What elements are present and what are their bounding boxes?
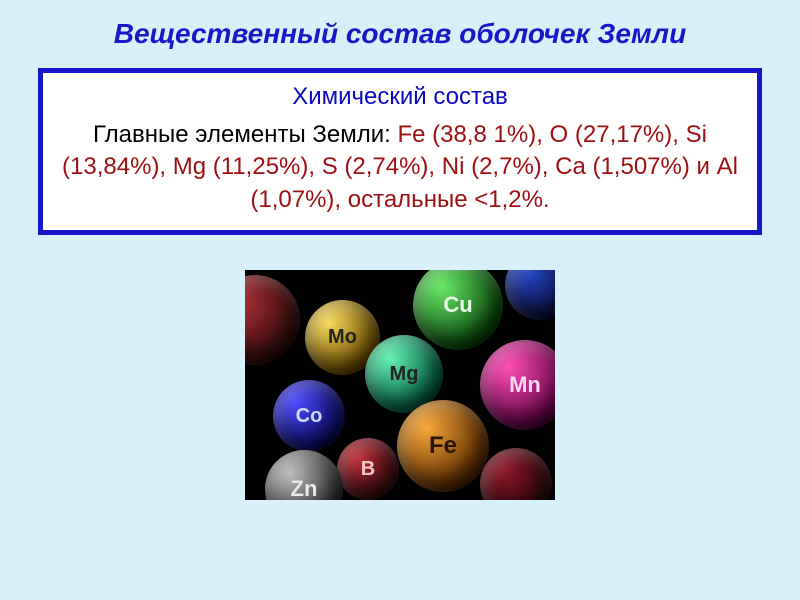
slide: Вещественный состав оболочек Земли Химич…: [0, 0, 800, 600]
sphere-fe: Fe: [397, 400, 489, 492]
sphere-decor: [505, 270, 555, 320]
composition-lead: Главные элементы Земли:: [93, 121, 397, 148]
box-subtitle: Химический состав: [57, 83, 743, 111]
sphere-decor: [245, 275, 300, 365]
sphere-decor: [480, 448, 552, 500]
composition-box: Химический состав Главные элементы Земли…: [38, 68, 762, 235]
composition-text: Главные элементы Земли: Fe (38,8 1%), O …: [57, 119, 743, 216]
illustration-area: CuMoMnMgCoFeBZn: [30, 270, 770, 500]
sphere-b: B: [337, 438, 399, 500]
sphere-co: Co: [273, 380, 345, 452]
sphere-mn: Mn: [480, 340, 555, 430]
page-title: Вещественный состав оболочек Земли: [30, 18, 770, 50]
sphere-zn: Zn: [265, 450, 343, 500]
element-spheres: CuMoMnMgCoFeBZn: [245, 270, 555, 500]
sphere-cu: Cu: [413, 270, 503, 350]
